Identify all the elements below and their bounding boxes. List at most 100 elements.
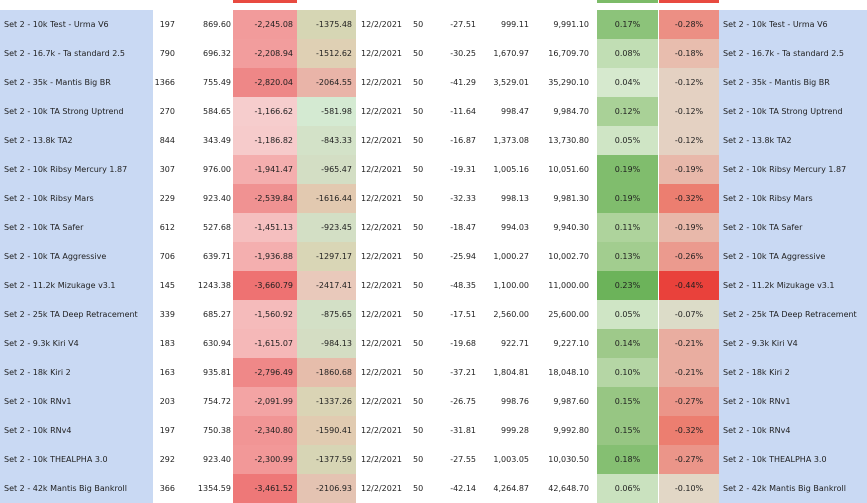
row-name-cell[interactable]: Set 2 - 16.7k - Ta standard 2.5 [0,39,153,68]
date-cell[interactable]: 12/2/2021 [361,252,403,261]
daily-cell[interactable]: -26.75 [450,397,476,406]
drawdown-2-cell[interactable]: -843.33 [297,126,356,155]
base-cell[interactable]: 994.03 [501,223,529,232]
drawdown-2-cell[interactable]: -2417.41 [297,271,356,300]
count-cell[interactable]: 197 [159,426,175,435]
negative-pct-cell[interactable]: -0.21% [659,329,719,358]
negative-pct-cell[interactable]: -0.12% [659,68,719,97]
total-cell[interactable]: 13,730.80 [548,136,589,145]
base-cell[interactable]: 1,100.00 [493,281,529,290]
positive-pct-cell[interactable]: 0.14% [597,329,658,358]
daily-cell[interactable]: -18.47 [450,223,476,232]
date-cell[interactable]: 12/2/2021 [361,165,403,174]
value-cell[interactable]: 1243.38 [197,281,231,290]
value-cell[interactable]: 976.00 [203,165,231,174]
row-name-cell[interactable]: Set 2 - 10k Ribsy Mars [0,184,153,213]
row-name-right-cell[interactable]: Set 2 - 9.3k Kiri V4 [719,329,867,358]
count-cell[interactable]: 790 [159,49,175,58]
total-cell[interactable]: 35,290.10 [548,78,589,87]
drawdown-cell[interactable]: -1,615.07 [233,329,297,358]
base-cell[interactable]: 999.28 [501,426,529,435]
base-cell[interactable]: 999.11 [501,20,529,29]
value-cell[interactable]: 923.40 [203,194,231,203]
date-cell[interactable]: 12/2/2021 [361,136,403,145]
positive-pct-cell[interactable]: 0.18% [597,445,658,474]
value-cell[interactable]: 630.94 [203,339,231,348]
daily-cell[interactable]: -48.35 [450,281,476,290]
base-cell[interactable]: 4,264.87 [493,484,529,493]
daily-cell[interactable]: -27.51 [450,20,476,29]
positive-pct-cell[interactable]: 0.05% [597,126,658,155]
total-cell[interactable]: 9,981.30 [553,194,589,203]
count-cell[interactable]: 1366 [154,78,175,87]
fifty-cell[interactable]: 50 [413,368,424,377]
total-cell[interactable]: 42,648.70 [548,484,589,493]
daily-cell[interactable]: -30.25 [450,49,476,58]
fifty-cell[interactable]: 50 [413,136,424,145]
row-name-right-cell[interactable]: Set 2 - 25k TA Deep Retracement [719,300,867,329]
table-row[interactable]: Set 2 - 10k TA Safer 612 527.68 -1,451.13 -9… [0,213,867,242]
value-cell[interactable]: 935.81 [203,368,231,377]
total-cell[interactable]: 9,940.30 [553,223,589,232]
drawdown-2-cell[interactable]: -1860.68 [297,358,356,387]
row-name-right-cell[interactable]: Set 2 - 10k Test - Urma V6 [719,10,867,39]
fifty-cell[interactable]: 50 [413,20,424,29]
drawdown-2-cell[interactable]: -1375.48 [297,10,356,39]
fifty-cell[interactable]: 50 [413,223,424,232]
total-cell[interactable]: 9,987.60 [553,397,589,406]
fifty-cell[interactable]: 50 [413,484,424,493]
negative-pct-cell[interactable]: -0.19% [659,213,719,242]
daily-cell[interactable]: -31.81 [450,426,476,435]
positive-pct-cell[interactable]: 0.17% [597,10,658,39]
row-name-right-cell[interactable]: Set 2 - 16.7k - Ta standard 2.5 [719,39,867,68]
drawdown-2-cell[interactable]: -1616.44 [297,184,356,213]
row-name-cell[interactable]: Set 2 - 18k Kiri 2 [0,358,153,387]
positive-pct-cell[interactable]: 0.05% [597,300,658,329]
drawdown-cell[interactable]: -2,340.80 [233,416,297,445]
negative-pct-cell[interactable]: -0.27% [659,445,719,474]
table-row[interactable]: Set 2 - 10k Test - Urma V6 197 869.60 -2,24… [0,10,867,39]
count-cell[interactable]: 307 [159,165,175,174]
drawdown-cell[interactable]: -3,660.79 [233,271,297,300]
row-name-right-cell[interactable]: Set 2 - 42k Mantis Big Bankroll [719,474,867,503]
total-cell[interactable]: 9,984.70 [553,107,589,116]
fifty-cell[interactable]: 50 [413,339,424,348]
row-name-cell[interactable]: Set 2 - 42k Mantis Big Bankroll [0,474,153,503]
drawdown-2-cell[interactable]: -1337.26 [297,387,356,416]
drawdown-cell[interactable]: -1,941.47 [233,155,297,184]
drawdown-cell[interactable]: -1,166.62 [233,97,297,126]
row-name-right-cell[interactable]: Set 2 - 10k Ribsy Mars [719,184,867,213]
table-row[interactable]: Set 2 - 10k RNv4 197 750.38 -2,340.80 -1590.… [0,416,867,445]
row-name-right-cell[interactable]: Set 2 - 10k RNv1 [719,387,867,416]
drawdown-cell[interactable]: -3,461.52 [233,474,297,503]
daily-cell[interactable]: -37.21 [450,368,476,377]
positive-pct-cell[interactable]: 0.12% [597,97,658,126]
table-row[interactable]: Set 2 - 10k Ribsy Mars 229 923.40 -2,539.84… [0,184,867,213]
base-cell[interactable]: 1,670.97 [493,49,529,58]
fifty-cell[interactable]: 50 [413,310,424,319]
fifty-cell[interactable]: 50 [413,165,424,174]
row-name-cell[interactable]: Set 2 - 10k TA Strong Uptrend [0,97,153,126]
base-cell[interactable]: 2,560.00 [493,310,529,319]
base-cell[interactable]: 998.13 [501,194,529,203]
row-name-cell[interactable]: Set 2 - 10k TA Aggressive [0,242,153,271]
base-cell[interactable]: 1,000.27 [493,252,529,261]
date-cell[interactable]: 12/2/2021 [361,49,403,58]
fifty-cell[interactable]: 50 [413,426,424,435]
daily-cell[interactable]: -41.29 [450,78,476,87]
negative-pct-cell[interactable]: -0.26% [659,242,719,271]
date-cell[interactable]: 12/2/2021 [361,426,403,435]
drawdown-2-cell[interactable]: -2106.93 [297,474,356,503]
value-cell[interactable]: 343.49 [203,136,231,145]
positive-pct-cell[interactable]: 0.19% [597,155,658,184]
row-name-cell[interactable]: Set 2 - 10k RNv1 [0,387,153,416]
fifty-cell[interactable]: 50 [413,194,424,203]
drawdown-2-cell[interactable]: -2064.55 [297,68,356,97]
count-cell[interactable]: 183 [159,339,175,348]
row-name-right-cell[interactable]: Set 2 - 10k RNv4 [719,416,867,445]
table-row[interactable]: Set 2 - 18k Kiri 2 163 935.81 -2,796.49 -186… [0,358,867,387]
count-cell[interactable]: 292 [159,455,175,464]
row-name-cell[interactable]: Set 2 - 35k - Mantis Big BR [0,68,153,97]
drawdown-cell[interactable]: -2,820.04 [233,68,297,97]
count-cell[interactable]: 229 [159,194,175,203]
